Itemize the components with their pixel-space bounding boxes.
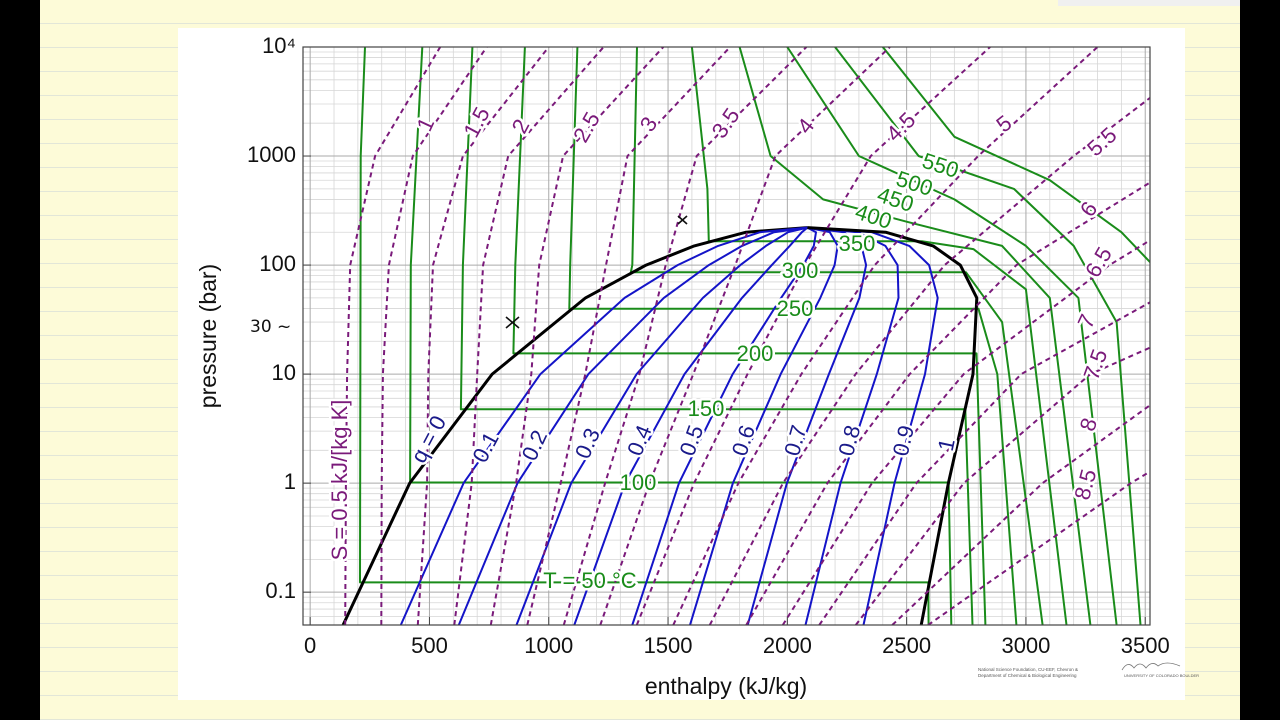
curve-label: S = 0.5 kJ/[kg K] (327, 400, 352, 561)
curve (359, 47, 930, 625)
y-tick-label: 0.1 (265, 578, 296, 603)
curve-label: 250 (777, 296, 814, 321)
x-axis-label: enthalpy (kJ/kg) (645, 673, 807, 699)
x-tick-label: 3500 (1121, 633, 1170, 658)
y-tick-label: 10⁴ (262, 33, 296, 58)
curve (786, 47, 1118, 625)
isentrope (635, 47, 991, 625)
isentrope (599, 47, 891, 625)
handwritten-marks (505, 215, 688, 329)
isentrope (745, 181, 1150, 625)
y-tick-label: 1 (284, 469, 296, 494)
curve (689, 226, 839, 625)
isentrope (416, 47, 550, 625)
x-tick-label: 0 (304, 633, 316, 658)
isentrope (781, 239, 1150, 625)
handwritten-note: 30 ~ (250, 317, 291, 337)
isentrope (344, 47, 442, 625)
x-tick-label: 500 (411, 633, 448, 658)
isentrope (380, 47, 488, 625)
y-axis-label: pressure (bar) (195, 264, 221, 408)
x-tick-label: 2000 (763, 633, 812, 658)
curves (341, 47, 1150, 625)
saturation-line (341, 226, 808, 625)
y-tick-label: 1000 (247, 142, 296, 167)
top-strip (1058, 0, 1240, 6)
curve-label: 100 (620, 470, 657, 495)
y-tick-label: 100 (259, 251, 296, 276)
isentrope (708, 96, 1150, 625)
curve (738, 47, 1092, 625)
y-tick-label: 10 (272, 360, 296, 385)
plot-frame (302, 46, 1151, 626)
isentrope (489, 47, 665, 625)
credit: UNIVERSITY OF COLORADO BOULDER (1124, 673, 1199, 678)
logo (1121, 662, 1181, 671)
curve (399, 226, 808, 625)
left-bar (0, 0, 40, 720)
right-bar (1240, 0, 1280, 720)
x-tick-label: 3000 (1001, 633, 1050, 658)
curve-label: 200 (737, 341, 774, 366)
x-tick-label: 1000 (524, 633, 573, 658)
curve (807, 226, 939, 625)
curve-label: 300 (782, 258, 819, 283)
curve (631, 226, 817, 625)
isentrope (818, 301, 1150, 625)
isentrope (562, 47, 808, 625)
curve (459, 47, 974, 625)
isentrope (526, 47, 731, 625)
curve-label: T = 50 °C (543, 568, 636, 593)
isentrope (672, 47, 1099, 625)
saturation-line (807, 226, 979, 625)
x-tick-label: 1500 (644, 633, 693, 658)
isentrope (453, 47, 605, 625)
curve (457, 226, 808, 625)
credit: Department of Chemical & Biological Engi… (978, 673, 1077, 678)
x-tick-label: 2500 (882, 633, 931, 658)
isentrope (855, 346, 1150, 625)
curve (834, 47, 1142, 625)
curve-label: 350 (839, 231, 876, 256)
curve-label: 150 (688, 396, 725, 421)
isentrope (927, 470, 1150, 625)
credit: National Science Foundation, CU-EEF, Che… (978, 667, 1078, 672)
curve (573, 226, 809, 625)
curve (804, 226, 900, 625)
axes: 0.1 1 10 100 1000 10⁴ 0 500 1000 1500 2000 2500 3000… (247, 33, 1170, 658)
curve (515, 226, 808, 625)
